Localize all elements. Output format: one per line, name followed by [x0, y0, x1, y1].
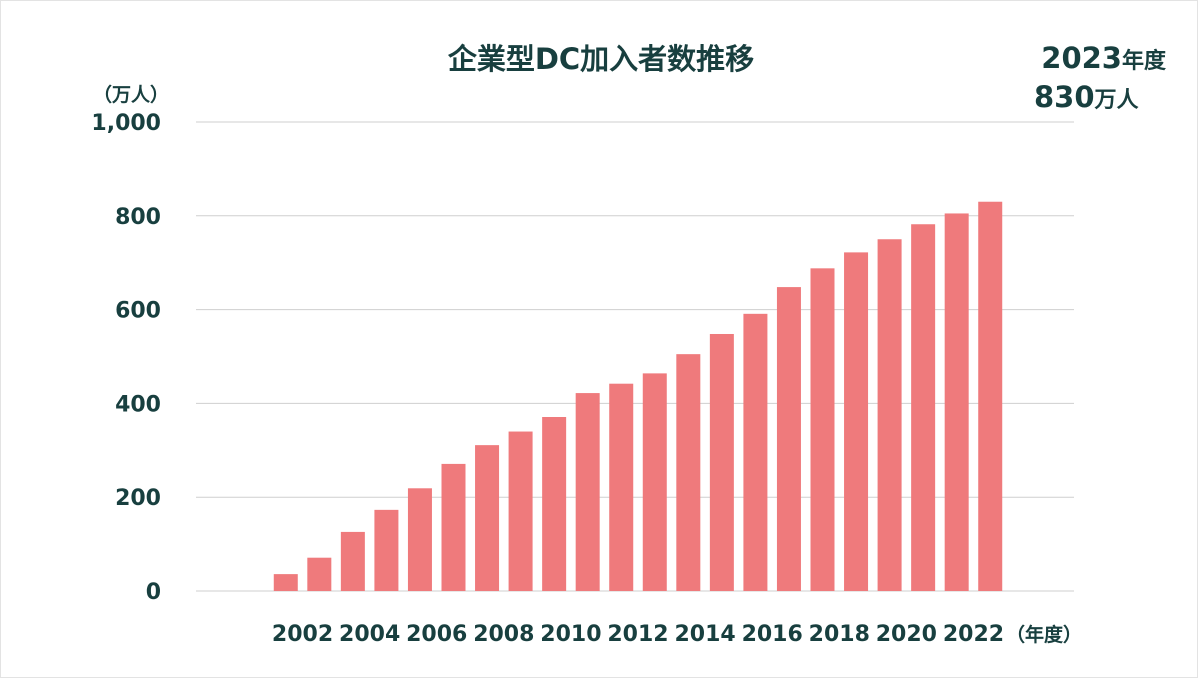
- callout-year-number: 2023: [1041, 41, 1122, 75]
- callout-year: 2023年度: [1041, 41, 1167, 75]
- bar-2020: [877, 239, 902, 591]
- x-tick-label: 2020: [876, 622, 937, 647]
- bars: [273, 201, 1003, 592]
- bar-2018: [810, 268, 835, 591]
- bar-2005: [374, 509, 399, 591]
- x-tick-label: 2008: [473, 622, 534, 647]
- bar-2021: [911, 224, 936, 592]
- y-tick-label: 0: [146, 580, 161, 605]
- bar-2017: [776, 287, 801, 591]
- x-tick-label: 2014: [674, 622, 735, 647]
- y-tick-label: 400: [115, 392, 161, 417]
- x-tick-label: 2012: [607, 622, 668, 647]
- bar-2022: [944, 213, 969, 591]
- bar-2003: [307, 557, 332, 591]
- callout-value: 830万人: [1034, 80, 1139, 114]
- bar-2010: [542, 417, 567, 591]
- x-axis-unit-label: （年度）: [1006, 623, 1082, 646]
- y-axis-ticks: 0 200 400 600 800 1,000: [91, 111, 161, 605]
- bar-2008: [475, 445, 500, 591]
- callout-year-suffix: 年度: [1122, 48, 1167, 74]
- bar-2006: [407, 488, 432, 591]
- x-axis-ticks: 2002 2004 2006 2008 2010 2012 2014 2016 2018 2020…: [272, 622, 1004, 647]
- y-tick-label: 600: [115, 299, 161, 324]
- x-tick-label: 2006: [406, 622, 467, 647]
- bar-2014: [676, 354, 701, 591]
- bar-2013: [642, 373, 667, 591]
- callout-value-suffix: 万人: [1094, 88, 1139, 113]
- bar-2023: [978, 201, 1003, 592]
- x-tick-label: 2010: [540, 622, 601, 647]
- bar-2016: [743, 313, 768, 591]
- bar-2019: [844, 252, 869, 591]
- x-tick-label: 2016: [742, 622, 803, 647]
- chart-title: 企業型DC加入者数推移: [448, 42, 754, 76]
- bar-2007: [441, 463, 466, 591]
- gridlines: [196, 121, 1074, 592]
- bar-2011: [575, 393, 600, 591]
- bar-2009: [508, 431, 533, 591]
- bar-2012: [609, 383, 634, 591]
- x-tick-label: 2022: [943, 622, 1004, 647]
- y-tick-label: 200: [115, 486, 161, 511]
- x-tick-label: 2002: [272, 622, 333, 647]
- bar-2015: [709, 333, 734, 591]
- callout-value-number: 830: [1034, 80, 1095, 114]
- bar-2002: [273, 574, 298, 591]
- x-tick-label: 2018: [809, 622, 870, 647]
- bar-2004: [340, 531, 365, 591]
- y-axis-unit-label: （万人）: [93, 83, 169, 106]
- x-tick-label: 2004: [339, 622, 400, 647]
- y-tick-label: 1,000: [91, 111, 161, 136]
- y-tick-label: 800: [115, 205, 161, 230]
